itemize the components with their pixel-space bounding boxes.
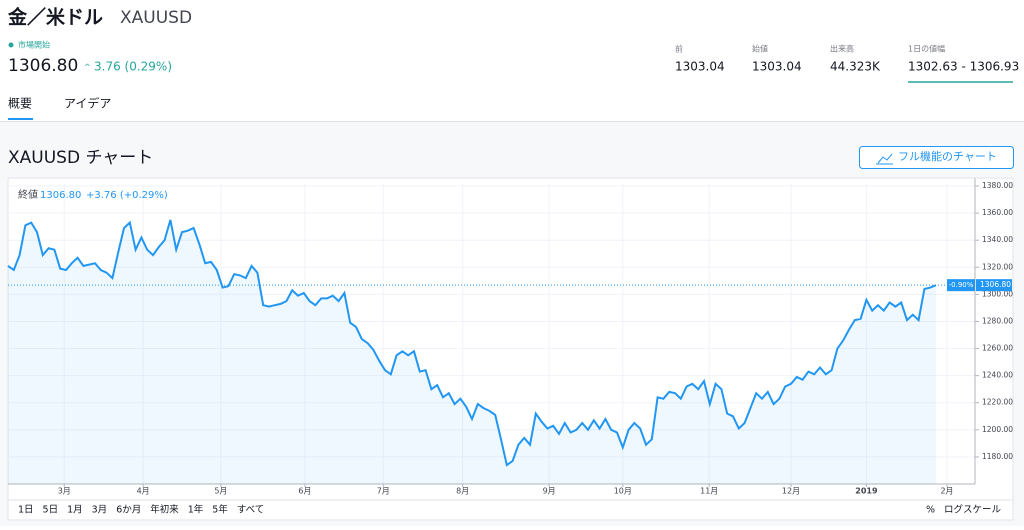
x-tick-label: 6月	[298, 487, 311, 496]
stat-value: 1302.63 - 1306.93	[908, 60, 1019, 74]
tab-underline	[8, 118, 33, 120]
x-tick-label: 12月	[782, 487, 800, 496]
range-button[interactable]: 1年	[188, 504, 204, 516]
y-tick-label: 1340.00	[982, 235, 1013, 244]
y-tick-label: 1280.00	[982, 316, 1013, 325]
stat-value: 44.323K	[830, 60, 881, 74]
range-button[interactable]: すべて	[237, 505, 264, 516]
status: 市場開始	[18, 40, 50, 50]
x-tick-label: 3月	[58, 487, 71, 496]
stat-value: 1303.04	[675, 60, 725, 74]
range-button[interactable]: 6か月	[116, 505, 141, 516]
y-tick-label: 1180.00	[982, 452, 1013, 461]
x-tick-label: 11月	[700, 487, 718, 496]
x-tick-label: 8月	[456, 487, 469, 496]
option[interactable]: ログスケール	[944, 504, 1002, 516]
y-tick-label: 1220.00	[982, 398, 1013, 407]
full-chart-button[interactable]	[859, 146, 1014, 169]
range-button[interactable]: 3月	[92, 505, 108, 516]
y-tick-label: 1300.00	[982, 289, 1013, 298]
x-tick-label: 2月	[940, 487, 953, 496]
price-tag: 1306.80	[980, 280, 1011, 289]
y-tick-label: 1260.00	[982, 344, 1013, 353]
symbol: XAUUSD	[120, 8, 192, 28]
x-tick-label: 5月	[214, 487, 227, 496]
price: 1306.80	[8, 56, 78, 76]
section-title: XAUUSD チャート	[8, 148, 153, 168]
range-button[interactable]: 1日	[18, 505, 34, 516]
stat-label: 始値	[752, 44, 768, 54]
title: 金／米ドル	[7, 6, 103, 29]
badge-bg	[947, 279, 975, 292]
y-tick-label: 1320.00	[982, 262, 1013, 271]
option[interactable]: %	[926, 505, 935, 516]
button-label[interactable]: フル機能のチャート	[898, 149, 997, 163]
legend-value: 1306.80	[40, 190, 81, 201]
range-button[interactable]: 5年	[212, 504, 228, 516]
area-fill	[8, 219, 936, 484]
y-tick-label: 1380.00	[982, 181, 1013, 190]
x-tick-label: 4月	[137, 487, 150, 496]
tab[interactable]: 概要	[8, 97, 32, 111]
y-tick-label: 1360.00	[982, 208, 1013, 217]
y-tick-label: 1240.00	[982, 371, 1013, 380]
up-arrow: ^	[84, 63, 91, 72]
change: 3.76 (0.29%)	[94, 60, 172, 74]
price-tag-bg	[976, 279, 1012, 292]
x-tick-label: 10月	[614, 487, 632, 496]
x-tick-label: 9月	[543, 487, 556, 496]
stat-label: 前	[675, 44, 683, 54]
range-button[interactable]: 年初来	[150, 504, 179, 516]
range-button[interactable]: 5日	[43, 505, 59, 516]
y-tick-label: 1200.00	[982, 425, 1013, 434]
stat-value: 1303.04	[752, 60, 802, 74]
x-tick-label: 2019	[855, 487, 878, 496]
range-button[interactable]: 1月	[67, 505, 83, 516]
x-tick-label: 7月	[377, 487, 390, 496]
button-icon	[876, 153, 893, 165]
status-dot	[8, 42, 14, 48]
stat-label: 出来高	[830, 44, 854, 54]
legend-change: +3.76 (+0.29%)	[86, 190, 168, 201]
price-line	[7, 219, 937, 467]
stat-label: 1日の値幅	[908, 44, 945, 54]
badge: -0.90%	[949, 281, 974, 289]
legend-label: 終値	[18, 188, 38, 201]
tab[interactable]: アイデア	[64, 96, 111, 111]
